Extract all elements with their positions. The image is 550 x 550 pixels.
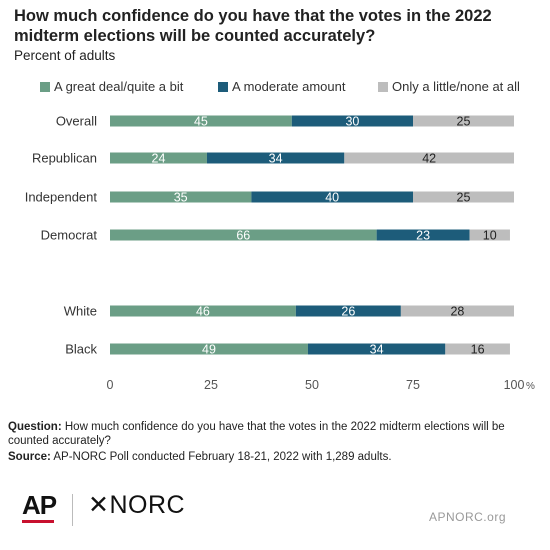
bar-black-little-none (445, 343, 510, 355)
legend-label-moderate: A moderate amount (232, 79, 346, 94)
bar-white-little-none (400, 305, 514, 317)
footer-question: Question: How much confidence do you hav… (8, 420, 533, 448)
data-label-independent-moderate: 40 (325, 191, 339, 205)
legend: A great deal/quite a bit A moderate amou… (40, 79, 520, 97)
data-label-democrat-great-deal: 66 (236, 229, 250, 243)
category-label-independent: Independent (25, 190, 98, 205)
x-tick-label-0: 0 (107, 378, 114, 392)
data-label-republican-great-deal: 24 (152, 152, 166, 166)
category-label-republican: Republican (32, 151, 97, 166)
site-url: APNORC.org (428, 510, 506, 524)
data-label-white-great-deal: 46 (196, 305, 210, 319)
legend-label-little-none: Only a little/none at all (392, 79, 520, 94)
ap-logo-underline (22, 520, 54, 523)
chart-title: How much confidence do you have that the… (14, 7, 492, 45)
bar-republican-moderate (206, 152, 345, 164)
data-label-white-little-none: 28 (450, 305, 464, 319)
data-label-democrat-moderate: 23 (416, 229, 430, 243)
data-label-independent-little-none: 25 (457, 191, 471, 205)
category-label-democrat: Democrat (41, 228, 98, 243)
legend-item-great-deal: A great deal/quite a bit (40, 79, 183, 94)
question-text: How much confidence do you have that the… (8, 421, 505, 447)
data-label-overall-great-deal: 45 (194, 115, 208, 129)
chart-subtitle: Percent of adults (14, 48, 116, 63)
x-unit-label: % (526, 381, 535, 392)
bar-overall-little-none (413, 115, 514, 127)
bar-black-moderate (307, 343, 446, 355)
data-label-republican-moderate: 34 (269, 152, 283, 166)
data-label-republican-little-none: 42 (422, 152, 436, 166)
bar-white-moderate (295, 305, 401, 317)
data-label-black-great-deal: 49 (202, 343, 216, 357)
x-tick-label-100: 100 (504, 378, 525, 392)
bar-white-great-deal (110, 305, 296, 317)
legend-item-little-none: Only a little/none at all (378, 79, 520, 94)
bar-republican-great-deal (110, 152, 207, 164)
stacked-bar-chart: Overall 45 30 25 Republican 24 34 42 Independent… (25, 114, 535, 393)
legend-label-great-deal: A great deal/quite a bit (54, 79, 184, 94)
legend-item-moderate: A moderate amount (218, 79, 345, 94)
category-label-overall: Overall (56, 114, 97, 129)
bar-black-great-deal (110, 343, 308, 355)
data-label-overall-moderate: 30 (345, 115, 359, 129)
x-tick-label-50: 50 (305, 378, 319, 392)
logo-divider (72, 494, 73, 526)
legend-swatch-little-none (378, 81, 388, 92)
bar-overall-great-deal (110, 115, 292, 127)
bar-democrat-little-none (469, 229, 510, 241)
bar-independent-little-none (413, 191, 514, 203)
data-label-black-moderate: 34 (370, 343, 384, 357)
bar-democrat-great-deal (110, 229, 377, 241)
bar-democrat-moderate (376, 229, 470, 241)
data-label-black-little-none: 16 (471, 343, 485, 357)
bar-republican-little-none (344, 152, 514, 164)
source-label: Source: (8, 451, 51, 463)
category-label-white: White (64, 304, 97, 319)
footer-source: Source: AP-NORC Poll conducted February … (8, 450, 533, 464)
question-label: Question: (8, 421, 62, 433)
data-label-democrat-little-none: 10 (483, 229, 497, 243)
data-label-independent-great-deal: 35 (174, 191, 188, 205)
norc-star-icon: ✕ (88, 491, 110, 519)
x-tick-label-75: 75 (406, 378, 420, 392)
data-label-white-moderate: 26 (341, 305, 355, 319)
legend-swatch-moderate (218, 81, 228, 92)
norc-logo: ✕NORC (88, 490, 185, 520)
source-text: AP-NORC Poll conducted February 18-21, 2… (53, 451, 392, 463)
data-label-overall-little-none: 25 (457, 115, 471, 129)
x-tick-label-25: 25 (204, 378, 218, 392)
legend-swatch-great-deal (40, 81, 50, 92)
bar-overall-moderate (291, 115, 413, 127)
bar-independent-great-deal (110, 191, 252, 203)
category-label-black: Black (65, 342, 97, 357)
norc-logo-text: NORC (109, 491, 186, 519)
ap-logo: AP (22, 490, 57, 520)
bar-independent-moderate (251, 191, 413, 203)
